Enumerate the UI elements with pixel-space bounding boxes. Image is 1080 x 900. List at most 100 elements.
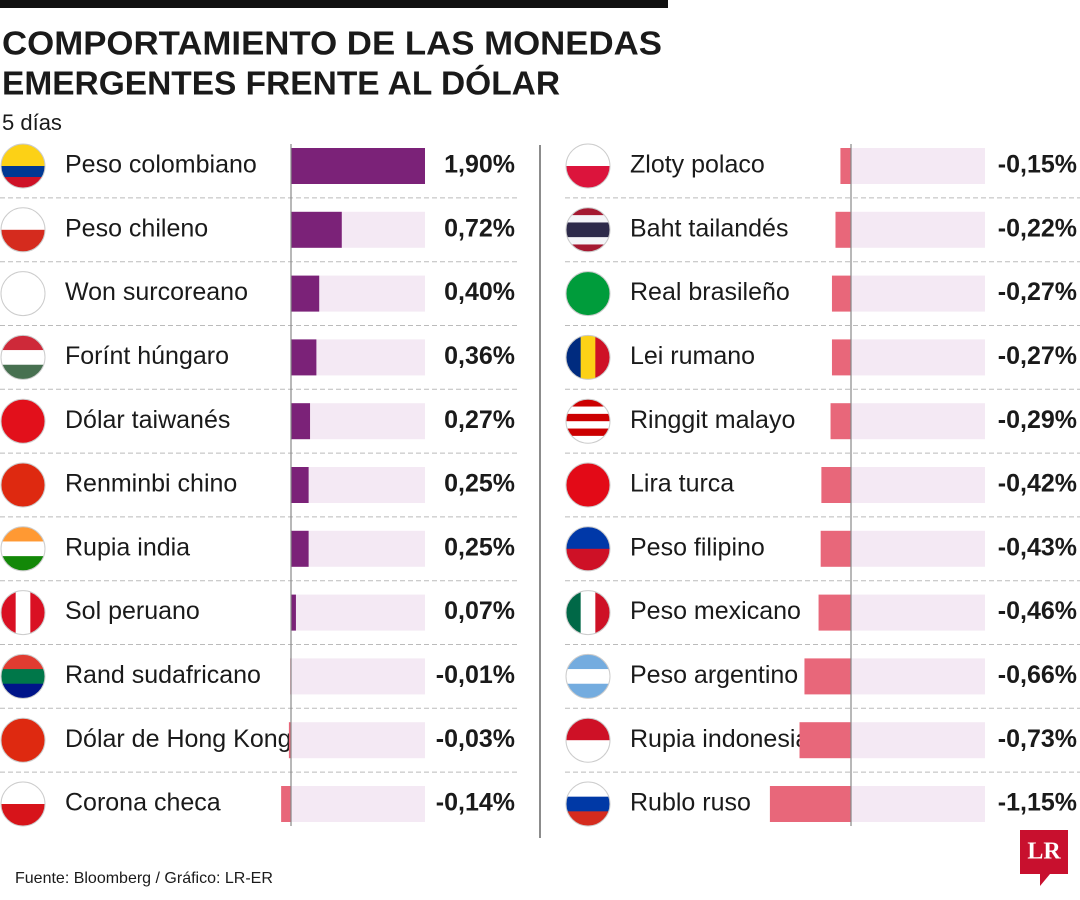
title-line: EMERGENTES FRENTE AL DÓLAR [2,65,560,102]
flag [1,782,45,826]
flag-stripe [566,335,582,380]
flag-stripe [566,237,610,245]
value-label: 0,72% [444,214,515,242]
value-label: -0,01% [436,661,515,689]
flag-stripe [566,435,610,444]
value-label: -0,66% [998,661,1077,689]
flag [566,144,610,188]
flag-stripe [566,421,610,430]
flag-stripe [1,669,45,685]
bar [840,148,851,184]
flag-stripe [1,207,45,231]
flag-outline [565,590,611,636]
value-label: -0,29% [998,406,1077,434]
source: Fuente: Bloomberg / Gráfico: LR-ER [15,870,273,887]
flag [566,654,610,699]
flag [1,144,45,188]
flag-stripe [1,541,45,557]
flag-outline [0,271,46,317]
flag-stripe [566,683,610,699]
bar-track [851,403,985,440]
flag [566,590,610,635]
flag-stripe [1,683,45,699]
category-label: Peso filipino [630,533,765,561]
flag-stripe [1,229,45,252]
flag-stripe [566,463,610,507]
logo-box [1020,830,1068,874]
flag [1,718,45,763]
flag-stripe [566,166,610,188]
bar [831,339,851,376]
bar-track [851,594,985,631]
category-label: Rupia indonesia [630,725,809,753]
bar [821,467,851,503]
flag-stripe [566,207,610,216]
bar-track [851,786,985,822]
flag [1,590,45,635]
flag-stripe [1,335,45,351]
flag [566,782,610,826]
bar-track [291,403,425,440]
flag-stripe [1,782,45,805]
value-label: -0,42% [998,470,1077,498]
flag-stripe [1,166,45,178]
value-label: -0,27% [998,278,1077,306]
value-label: -0,14% [436,789,515,817]
flag-stripe [566,526,610,550]
category-label: Lira turca [630,470,734,498]
bar-track [851,467,985,503]
bar [769,786,851,822]
category-label: Rand sudafricano [65,661,261,689]
bar-track [291,467,425,503]
flag-outline [0,462,46,508]
flag-stripe [566,740,610,763]
flag-stripe [566,796,610,812]
flag-stripe [566,782,610,798]
flag-stripe [1,271,45,316]
flag-outline [565,334,611,380]
flag-stripe [595,335,610,380]
value-label: 0,25% [444,470,515,498]
category-label: Dólar taiwanés [65,406,230,434]
bar-track [291,594,425,631]
flag [566,526,610,571]
flag-stripe [566,229,610,238]
value-label: -1,15% [998,789,1077,817]
flag-outline [0,526,46,572]
flag-stripe [566,811,610,826]
category-label: Peso colombiano [65,151,257,179]
category-label: Forínt húngaro [65,342,229,370]
bar-track [851,275,985,312]
flag-stripe [566,144,610,167]
flag-stripe [1,556,45,571]
logo: LR [1027,839,1061,865]
flag-outline [0,143,46,189]
flag-stripe [580,335,596,380]
flag-outline [565,526,611,572]
flag-stripe [566,428,610,437]
category-label: Rublo ruso [630,789,751,817]
flag-stripe [1,399,45,444]
flag-outline [565,207,611,253]
bar-track [291,786,425,822]
bar [820,530,851,567]
flag-stripe [1,177,45,188]
flag-stripe [566,271,610,316]
flag-stripe [1,590,17,635]
flag-outline [0,207,46,253]
category-label: Peso argentino [630,661,798,689]
category-label: Baht tailandés [630,214,788,242]
flag [1,399,45,444]
flag-outline [0,334,46,380]
flag-stripe [30,590,45,635]
value-label: 0,27% [444,406,515,434]
bar-track [851,339,985,376]
flag-outline [565,653,611,699]
value-label: -0,15% [998,151,1077,179]
flag-outline [0,398,46,444]
value-label: 0,36% [444,342,515,370]
flag-outline [565,143,611,189]
flag-stripe [1,654,45,670]
flag [566,718,610,763]
flag-outline [565,462,611,508]
